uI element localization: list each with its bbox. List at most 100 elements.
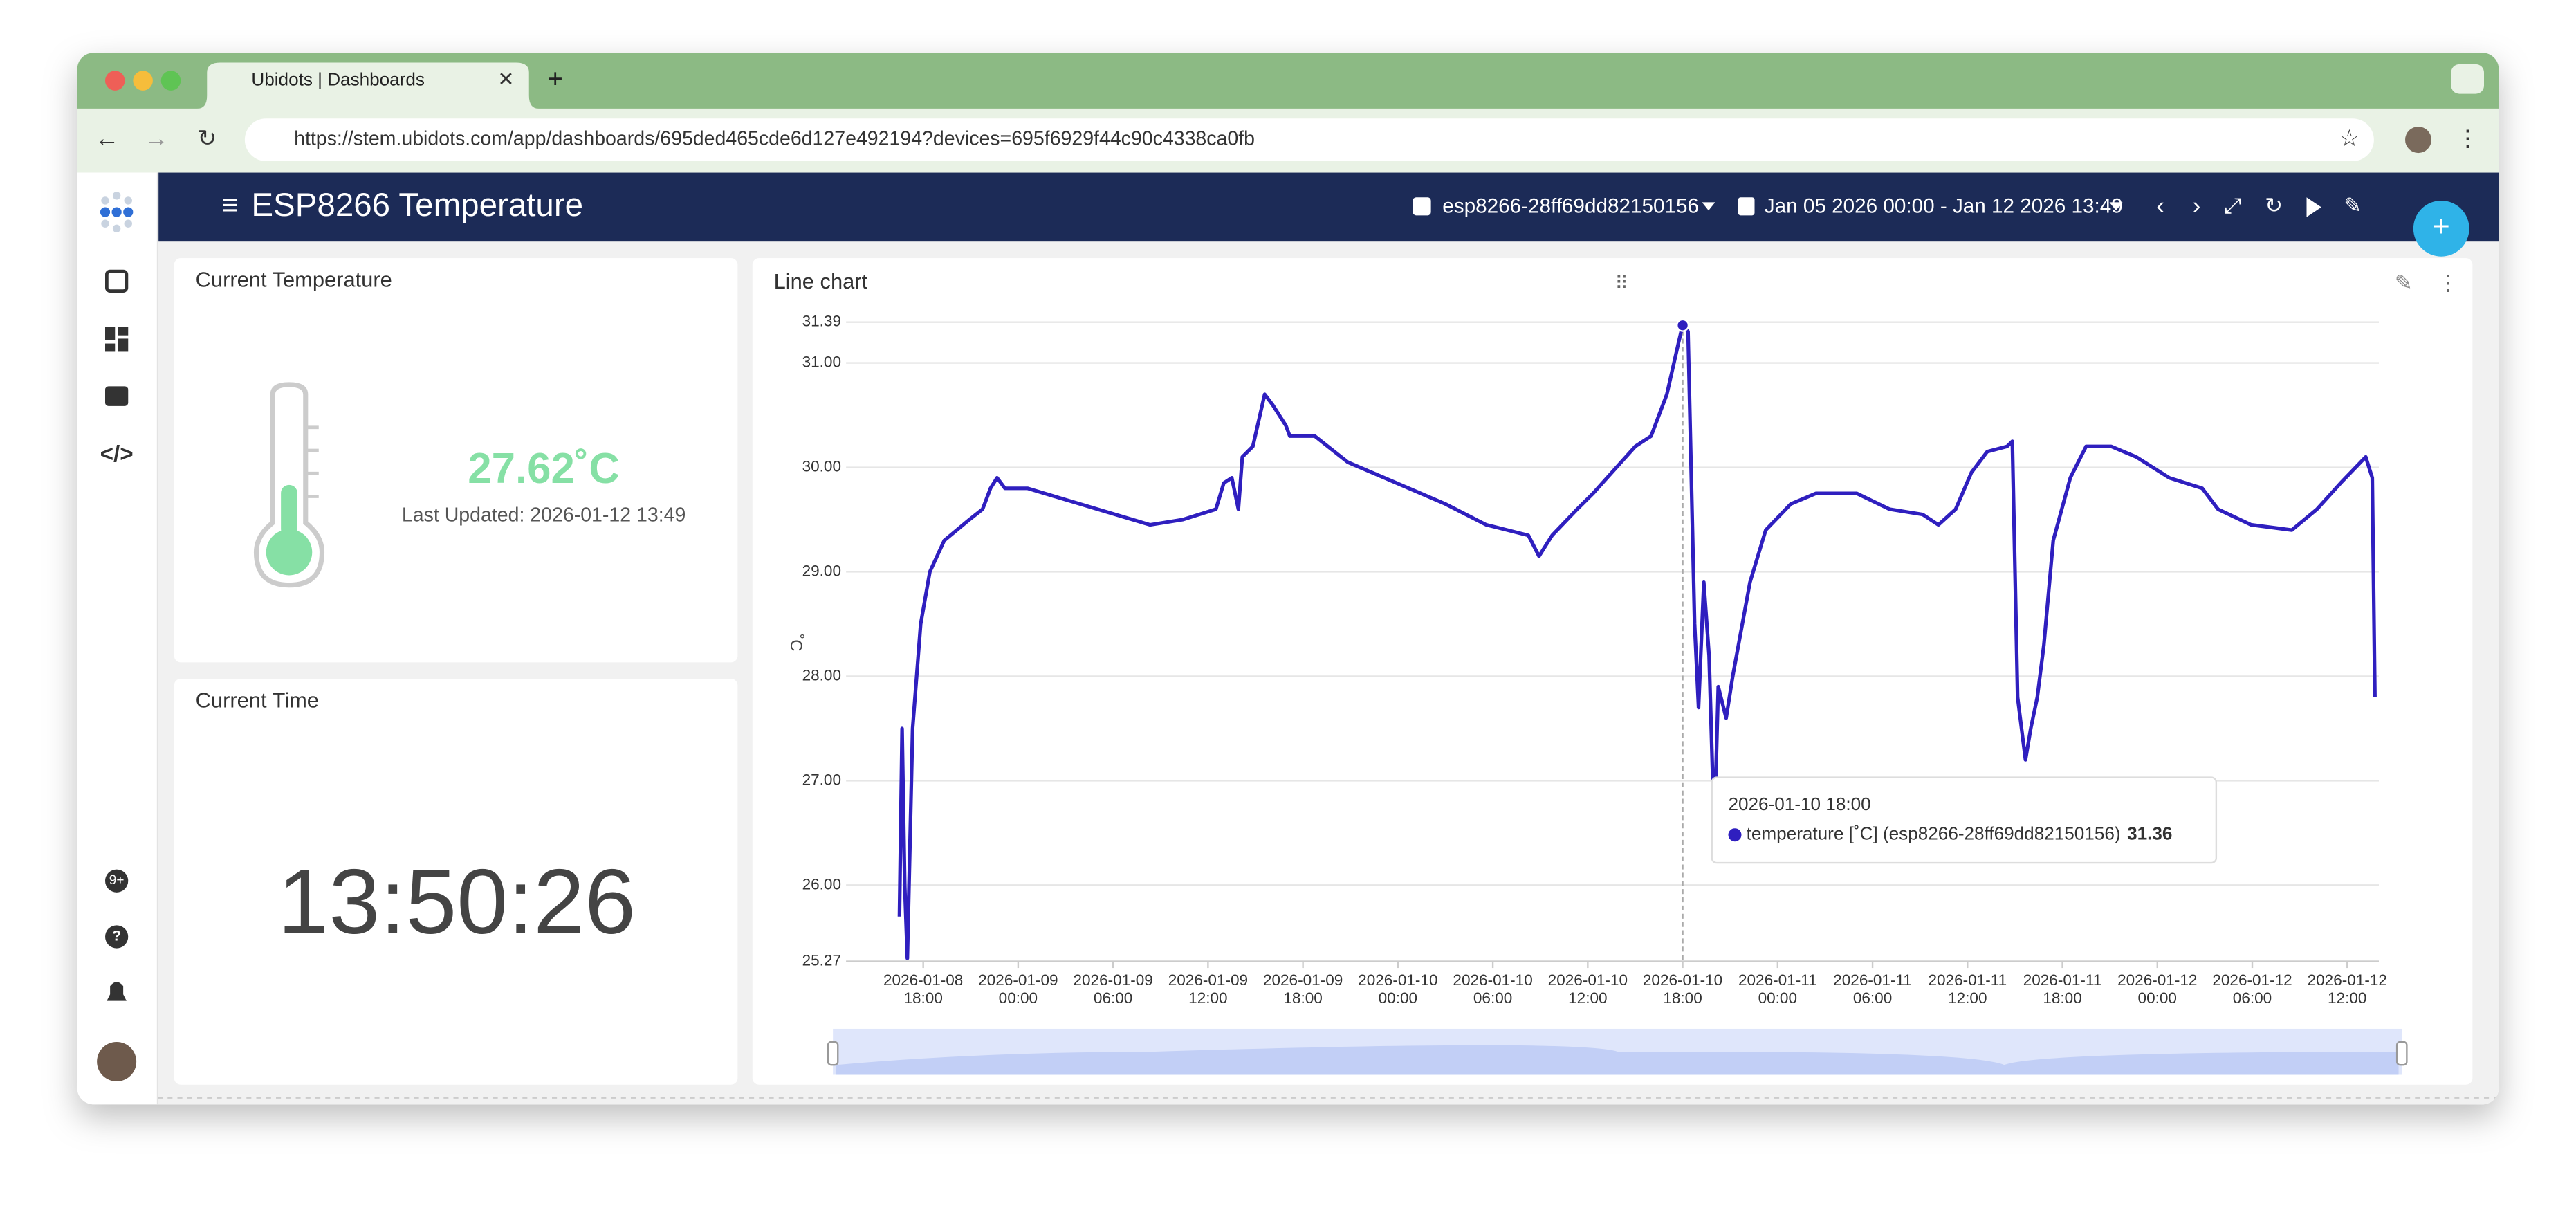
x-tick-time: 06:00	[1094, 989, 1132, 1007]
x-tick-date: 2026-01-12	[2117, 971, 2197, 989]
y-tick-label: 30.00	[802, 457, 841, 475]
temperature-reading: 27.62˚C	[468, 445, 620, 493]
tooltip-swatch	[1728, 828, 1742, 842]
x-tick-date: 2026-01-09	[1168, 971, 1248, 989]
browser-menu[interactable]: ⋮	[2456, 126, 2479, 152]
temperature-card	[174, 258, 738, 663]
menu-toggle[interactable]: ≡	[221, 189, 239, 222]
back-button[interactable]: ←	[95, 124, 120, 152]
bookmark-star[interactable]: ☆	[2339, 126, 2359, 152]
chart-title: Line chart	[774, 269, 868, 293]
tooltip-value: 31.36	[2127, 823, 2172, 844]
add-widget-plus: +	[2433, 210, 2450, 244]
x-tick-time: 12:00	[1568, 989, 1607, 1007]
dashboards-icon[interactable]	[105, 327, 129, 352]
fullscreen[interactable]: ⤢	[2224, 194, 2241, 218]
navigator-preview	[836, 1045, 2399, 1075]
x-tick-time: 18:00	[1283, 989, 1322, 1007]
x-tick-date: 2026-01-11	[1833, 971, 1912, 989]
dashboard-title: ESP8266 Temperature	[251, 187, 583, 223]
chart-card	[752, 258, 2473, 1085]
date-range[interactable]: Jan 05 2026 00:00 - Jan 12 2026 13:49	[1765, 194, 2123, 217]
hover-point	[1676, 318, 1690, 332]
refresh[interactable]: ↻	[2265, 194, 2283, 218]
x-tick-date: 2026-01-12	[2308, 971, 2387, 989]
x-tick-date: 2026-01-08	[883, 971, 963, 989]
tooltip-x: 2026-01-10 18:00	[1729, 794, 1871, 814]
device-caret[interactable]	[1702, 202, 1715, 211]
profile-avatar[interactable]	[2405, 127, 2431, 154]
widget-title: Current Temperature	[196, 267, 392, 291]
edit-widget[interactable]: ✎	[2395, 271, 2413, 295]
clock: 13:50:26	[277, 851, 636, 953]
tooltip-series-label: temperature [˚C] (esp8266-28ff69dd821501…	[1747, 823, 2121, 844]
last-updated: Last Updated: 2026-01-12 13:49	[402, 504, 686, 526]
x-tick-time: 12:00	[2328, 989, 2366, 1007]
x-tick-date: 2026-01-10	[1548, 971, 1628, 989]
edit-dashboard[interactable]: ✎	[2344, 194, 2362, 218]
y-tick-label: 29.00	[802, 562, 841, 579]
zoom-dot[interactable]	[160, 71, 181, 91]
sidebar	[77, 172, 158, 1105]
help-mark: ?	[112, 928, 121, 944]
x-tick-time: 18:00	[1663, 989, 1702, 1007]
y-axis-label: ˚C	[786, 634, 805, 651]
x-tick-time: 00:00	[1379, 989, 1417, 1007]
navigator-handle-right[interactable]	[2395, 1041, 2408, 1066]
temperature-value: 27.62	[468, 445, 575, 493]
close-dot[interactable]	[105, 71, 125, 91]
minimize-dot[interactable]	[133, 71, 153, 91]
next-range[interactable]: ›	[2192, 192, 2200, 219]
navigator-handle-left[interactable]	[827, 1041, 839, 1066]
tab-menu[interactable]	[2451, 64, 2485, 94]
date-caret[interactable]	[2109, 202, 2123, 211]
notifications-icon[interactable]	[107, 982, 127, 1001]
x-tick-date: 2026-01-11	[2023, 971, 2102, 989]
tab-close[interactable]: ✕	[498, 68, 515, 91]
device-selector[interactable]: esp8266-28ff69dd82150156	[1442, 194, 1699, 217]
x-tick-time: 06:00	[1473, 989, 1512, 1007]
forward-button[interactable]: →	[144, 124, 169, 152]
x-tick-time: 18:00	[903, 989, 942, 1007]
y-tick-label: 31.39	[802, 313, 841, 330]
y-tick-label: 31.00	[802, 354, 841, 371]
tooltip-series: temperature [˚C] (esp8266-28ff69dd821501…	[1747, 823, 2173, 844]
thermometer-icon	[253, 382, 325, 588]
user-avatar[interactable]	[97, 1041, 137, 1081]
tooltip	[1711, 776, 2218, 864]
dashboard-header	[158, 172, 2499, 242]
plot-area: 25.27 26.00 27.00 28.00 29.00 30.00 31.00 31.39…	[802, 313, 2387, 1007]
x-tick-time: 00:00	[999, 989, 1038, 1007]
x-tick-date: 2026-01-10	[1358, 971, 1437, 989]
address-bar[interactable]	[244, 118, 2374, 161]
add-widget[interactable]	[2413, 200, 2469, 257]
x-tick-date: 2026-01-11	[1928, 971, 2007, 989]
x-tick-date: 2026-01-09	[978, 971, 1058, 989]
line-series	[897, 323, 2377, 960]
calendar-icon	[1738, 197, 1755, 216]
active-tab[interactable]	[197, 62, 539, 109]
x-tick-time: 18:00	[2043, 989, 2081, 1007]
x-tick-time: 06:00	[1853, 989, 1892, 1007]
device-icon	[1413, 197, 1431, 216]
x-tick-time: 12:00	[1188, 989, 1227, 1007]
updates-badge[interactable]	[105, 869, 129, 893]
x-tick-time: 00:00	[2138, 989, 2177, 1007]
tab-title: Ubidots | Dashboards	[251, 68, 425, 89]
apps-icon[interactable]	[105, 386, 129, 406]
x-tick-time: 12:00	[1948, 989, 1987, 1007]
widget-menu[interactable]: ⋮	[2437, 271, 2458, 295]
previous-range[interactable]: ‹	[2156, 192, 2164, 219]
drag-handle[interactable]: ⠿	[1615, 273, 1628, 293]
code-icon[interactable]: </>	[100, 441, 134, 467]
reload-button[interactable]: ↻	[197, 126, 217, 152]
y-tick-label: 27.00	[802, 771, 841, 788]
help-icon[interactable]	[105, 925, 129, 949]
x-tick-date: 2026-01-10	[1453, 971, 1532, 989]
devices-icon[interactable]	[105, 269, 129, 293]
y-tick-label: 25.27	[802, 952, 841, 969]
logo	[100, 192, 134, 233]
new-tab[interactable]: +	[548, 65, 563, 94]
play[interactable]	[2306, 197, 2321, 217]
